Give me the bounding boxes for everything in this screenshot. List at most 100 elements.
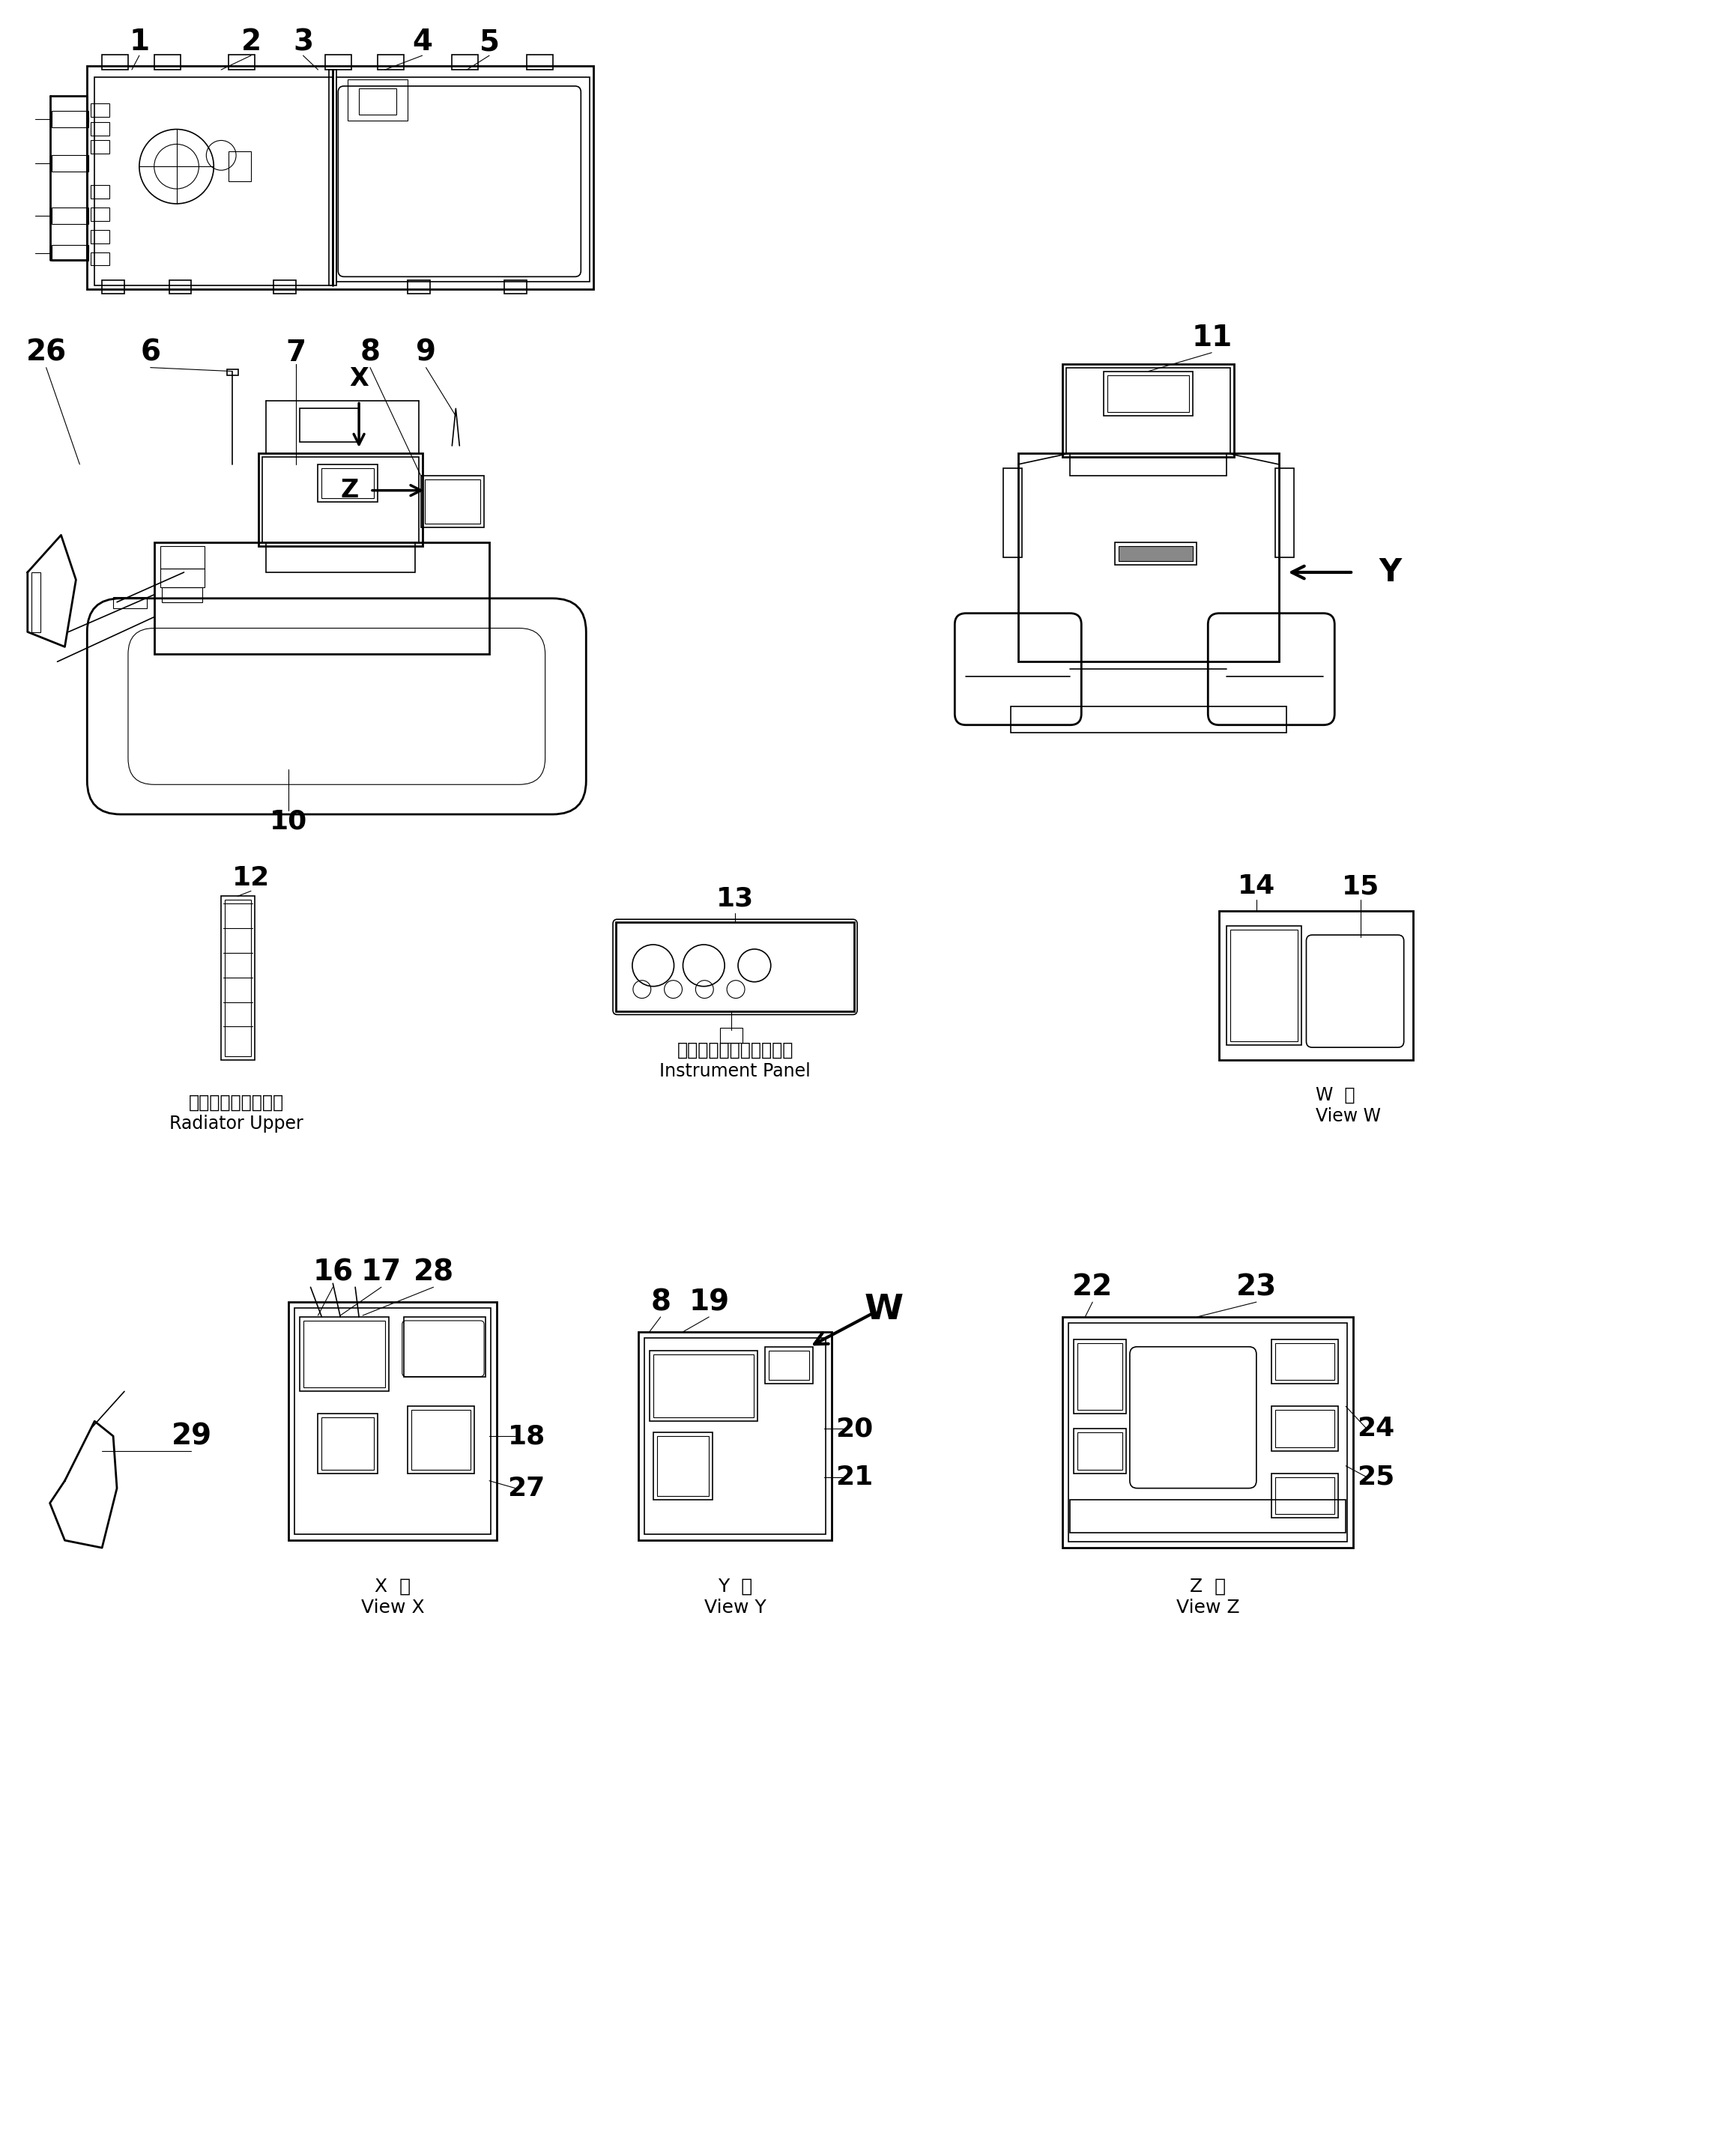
Bar: [90, 102, 109, 117]
Bar: [1104, 371, 1193, 416]
Text: 15: 15: [1342, 873, 1380, 899]
Text: 23: 23: [1236, 1272, 1276, 1302]
Bar: [653, 1433, 713, 1499]
Text: Y: Y: [1378, 557, 1401, 587]
Text: 9: 9: [417, 339, 436, 367]
Text: X  視
View X: X 視 View X: [361, 1578, 424, 1616]
Text: 1: 1: [128, 28, 149, 56]
Bar: [293, 1309, 491, 1535]
Bar: [52, 111, 89, 126]
Text: 11: 11: [1191, 325, 1233, 352]
Text: Y  視
View Y: Y 視 View Y: [705, 1578, 766, 1616]
Text: 6: 6: [141, 339, 160, 367]
Bar: [1274, 1409, 1335, 1448]
Text: 3: 3: [293, 28, 312, 56]
Bar: [1003, 468, 1023, 557]
Bar: [649, 1351, 757, 1422]
Text: 5: 5: [479, 28, 500, 56]
Bar: [229, 56, 255, 70]
Bar: [420, 476, 484, 527]
Bar: [1271, 1339, 1338, 1383]
Bar: [425, 478, 481, 523]
Bar: [1108, 376, 1189, 412]
Bar: [1231, 929, 1297, 1042]
Bar: [1271, 1407, 1338, 1452]
Bar: [318, 463, 377, 502]
Text: 12: 12: [233, 865, 269, 890]
Text: インスツルメントパネル
Instrument Panel: インスツルメントパネル Instrument Panel: [660, 1042, 811, 1080]
Bar: [526, 56, 552, 70]
Bar: [259, 453, 422, 547]
Bar: [31, 572, 40, 632]
Bar: [1219, 912, 1413, 1061]
Bar: [226, 901, 252, 1057]
Bar: [1069, 1324, 1347, 1541]
Bar: [160, 568, 205, 587]
Text: W: W: [865, 1292, 903, 1326]
Bar: [347, 79, 408, 120]
Bar: [1078, 1343, 1123, 1409]
Text: 24: 24: [1358, 1416, 1394, 1441]
Bar: [304, 1322, 385, 1388]
Bar: [769, 1351, 809, 1379]
Bar: [299, 1317, 389, 1392]
Bar: [155, 56, 181, 70]
Bar: [90, 231, 109, 243]
Bar: [321, 1418, 373, 1469]
Bar: [227, 369, 238, 376]
Bar: [656, 1437, 708, 1497]
Bar: [52, 207, 89, 224]
Text: 17: 17: [361, 1258, 401, 1287]
Bar: [113, 598, 148, 608]
Bar: [1069, 1499, 1345, 1533]
Text: 19: 19: [689, 1287, 729, 1317]
Bar: [404, 1317, 486, 1377]
Text: 4: 4: [411, 28, 432, 56]
Bar: [359, 88, 396, 115]
Bar: [644, 1339, 826, 1535]
Bar: [1066, 367, 1231, 453]
Text: 18: 18: [507, 1424, 545, 1450]
Text: 16: 16: [312, 1258, 352, 1287]
Bar: [1078, 1433, 1123, 1469]
Bar: [318, 1413, 377, 1473]
Text: 29: 29: [172, 1422, 212, 1450]
Bar: [90, 207, 109, 220]
Text: 8: 8: [359, 339, 380, 367]
Text: 13: 13: [717, 886, 753, 912]
Text: 10: 10: [269, 809, 307, 835]
Text: 7: 7: [285, 339, 306, 367]
Bar: [1017, 453, 1279, 662]
Text: ラジエータアッパー
Radiator Upper: ラジエータアッパー Radiator Upper: [168, 1093, 304, 1132]
Bar: [220, 897, 255, 1061]
Bar: [262, 457, 418, 542]
Bar: [330, 70, 337, 286]
Bar: [1075, 1339, 1127, 1413]
Bar: [161, 587, 203, 602]
Text: 26: 26: [26, 339, 66, 367]
Text: Z: Z: [340, 478, 358, 502]
Bar: [321, 468, 373, 497]
Bar: [1010, 707, 1286, 732]
Bar: [1227, 927, 1300, 1046]
Text: 8: 8: [651, 1287, 670, 1317]
Bar: [1274, 468, 1293, 557]
Bar: [90, 141, 109, 154]
Bar: [52, 156, 89, 171]
Bar: [411, 1409, 470, 1469]
Bar: [168, 280, 191, 295]
Bar: [325, 56, 351, 70]
Bar: [451, 56, 477, 70]
Bar: [266, 542, 415, 572]
Bar: [377, 56, 404, 70]
Bar: [503, 280, 526, 295]
Bar: [408, 1407, 474, 1473]
Text: 22: 22: [1073, 1272, 1113, 1302]
Bar: [639, 1332, 832, 1539]
Text: W  視
View W: W 視 View W: [1316, 1087, 1382, 1125]
Bar: [288, 1302, 496, 1539]
Bar: [155, 542, 490, 653]
Bar: [766, 1347, 812, 1383]
Bar: [337, 77, 590, 282]
Bar: [90, 186, 109, 199]
